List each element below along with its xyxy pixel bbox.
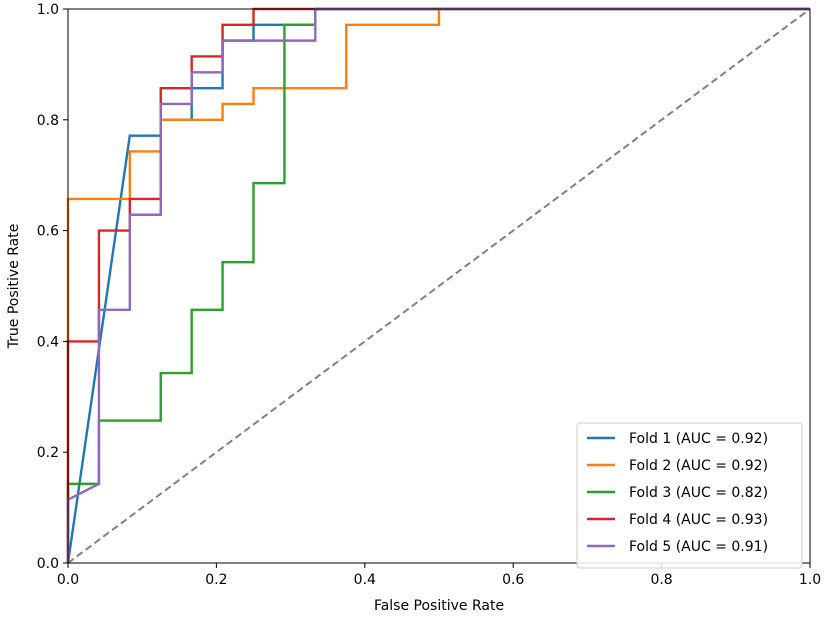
legend-label-fold-5: Fold 5 (AUC = 0.91)	[629, 539, 768, 555]
legend: Fold 1 (AUC = 0.92) Fold 2 (AUC = 0.92) Fo…	[576, 422, 803, 569]
y-tick-label: 1.0	[37, 2, 59, 18]
y-tick-label: 0.8	[37, 113, 59, 129]
legend-label-fold-2: Fold 2 (AUC = 0.92)	[629, 458, 768, 474]
legend-label-fold-3: Fold 3 (AUC = 0.82)	[629, 485, 768, 501]
y-tick-label: 0.4	[37, 334, 59, 350]
y-tick-label: 0.2	[37, 445, 59, 461]
y-tick-label: 0.6	[37, 224, 59, 240]
diagonal-chance-line	[67, 8, 811, 564]
y-axis: 0.0 0.2 0.4 0.6 0.8 1.0	[37, 2, 68, 572]
x-tick-label: 1.0	[799, 572, 821, 588]
legend-box	[576, 422, 803, 569]
x-tick-label: 0.4	[354, 572, 376, 588]
plot-frame	[67, 8, 811, 564]
series-line-fold-2	[66, 7, 810, 563]
legend-label-fold-4: Fold 4 (AUC = 0.93)	[629, 512, 768, 528]
series-line-fold-5	[66, 7, 810, 563]
x-tick-label: 0.0	[57, 572, 79, 588]
series-line-fold-4	[66, 7, 810, 563]
y-axis-label: True Positive Rate	[6, 224, 22, 350]
diagonal-layer	[67, 8, 811, 564]
series-layer	[66, 7, 810, 564]
legend-label-fold-1: Fold 1 (AUC = 0.92)	[629, 431, 768, 447]
x-axis: 0.0 0.2 0.4 0.6 0.8 1.0	[57, 563, 821, 588]
x-tick-label: 0.2	[205, 572, 227, 588]
x-tick-label: 0.8	[650, 572, 672, 588]
y-tick-label: 0.0	[37, 556, 59, 572]
x-axis-label: False Positive Rate	[374, 598, 504, 614]
x-tick-label: 0.6	[502, 572, 524, 588]
